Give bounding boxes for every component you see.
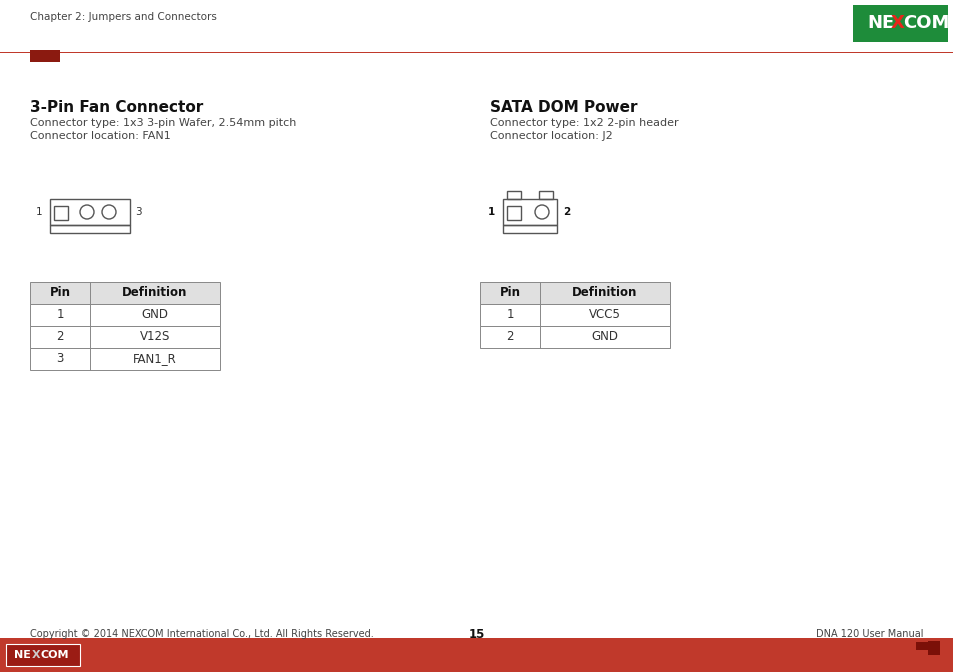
Text: Copyright © 2014 NEXCOM International Co., Ltd. All Rights Reserved.: Copyright © 2014 NEXCOM International Co… [30,629,374,639]
Bar [506,206,520,220]
Text: NE: NE [866,15,893,32]
Text: 2: 2 [562,207,570,217]
Text: VCC5: VCC5 [588,308,620,321]
Text: V12S: V12S [140,331,170,343]
Text: DNA 120 User Manual: DNA 120 User Manual [816,629,923,639]
Bar [30,304,220,326]
Bar [0,638,953,672]
Text: FAN1_R: FAN1_R [133,353,176,366]
Bar [50,199,130,225]
Text: 2: 2 [506,331,514,343]
Text: X: X [32,650,41,660]
Text: Connector location: J2: Connector location: J2 [490,131,612,141]
Text: NE: NE [14,650,30,660]
Bar [30,282,220,304]
Text: X: X [890,15,904,32]
Text: SATA DOM Power: SATA DOM Power [490,99,637,114]
Text: GND: GND [141,308,169,321]
Text: Connector location: FAN1: Connector location: FAN1 [30,131,171,141]
Text: 3: 3 [56,353,64,366]
Text: 1: 1 [56,308,64,321]
Bar [30,50,60,62]
Bar [479,326,669,348]
Bar [506,191,520,199]
Bar [30,348,220,370]
Bar [50,225,130,233]
Text: Pin: Pin [499,286,520,300]
Bar [538,191,553,199]
Text: 1: 1 [487,207,495,217]
Text: COM: COM [41,650,70,660]
Bar [502,225,557,233]
Text: GND: GND [591,331,618,343]
Bar [30,326,220,348]
Text: 1: 1 [506,308,514,321]
Text: Connector type: 1x2 2-pin header: Connector type: 1x2 2-pin header [490,118,678,128]
Bar [479,304,669,326]
Text: 1: 1 [35,207,42,217]
Bar [6,644,80,666]
Bar [479,282,669,304]
Bar [54,206,68,220]
Bar [502,199,557,225]
Text: 3: 3 [135,207,141,217]
Text: Definition: Definition [572,286,637,300]
Text: 15: 15 [468,628,485,640]
Bar [915,642,927,650]
Text: Chapter 2: Jumpers and Connectors: Chapter 2: Jumpers and Connectors [30,12,216,22]
Text: 3-Pin Fan Connector: 3-Pin Fan Connector [30,99,203,114]
Bar [0,52,953,53]
Bar [852,5,947,42]
Bar [927,641,939,655]
Text: Connector type: 1x3 3-pin Wafer, 2.54mm pitch: Connector type: 1x3 3-pin Wafer, 2.54mm … [30,118,296,128]
Text: Definition: Definition [122,286,188,300]
Text: COM: COM [902,15,948,32]
Text: 2: 2 [56,331,64,343]
Text: Pin: Pin [50,286,71,300]
